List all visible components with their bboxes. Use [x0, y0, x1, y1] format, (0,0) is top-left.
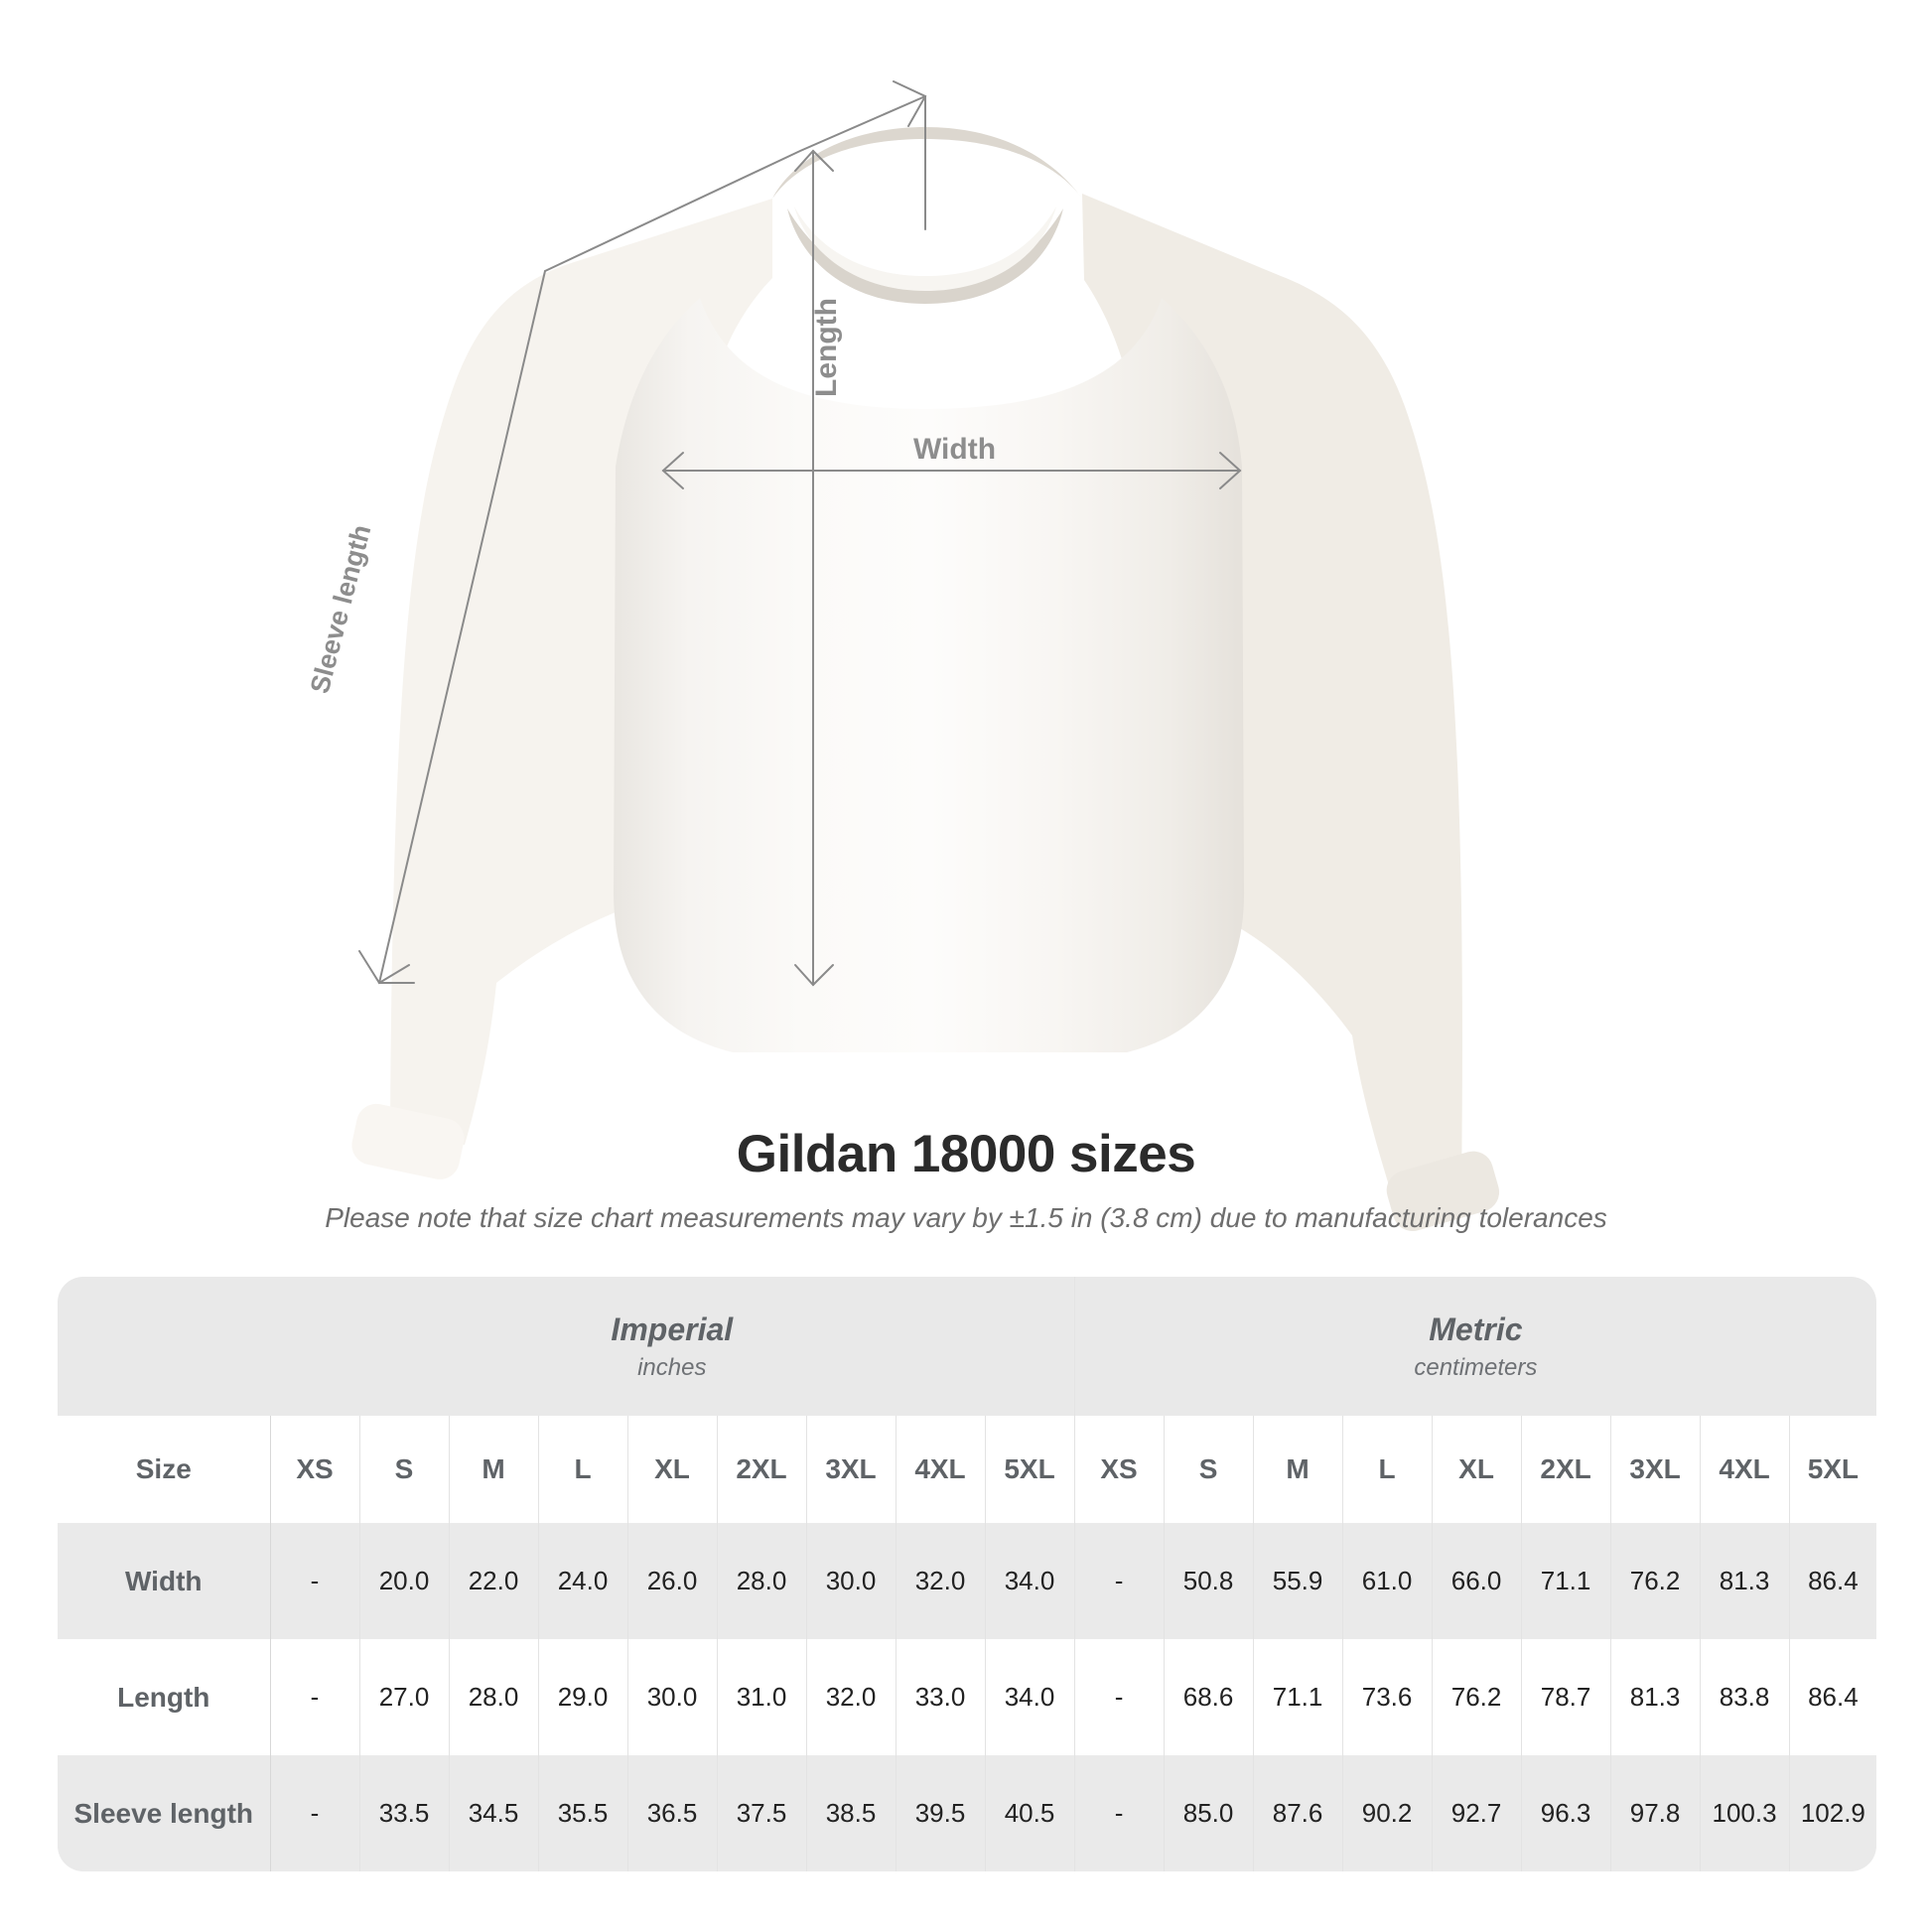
svg-text:Width: Width [913, 433, 996, 466]
svg-text:Sleeve length: Sleeve length [305, 521, 377, 696]
svg-text:Length: Length [810, 298, 843, 397]
